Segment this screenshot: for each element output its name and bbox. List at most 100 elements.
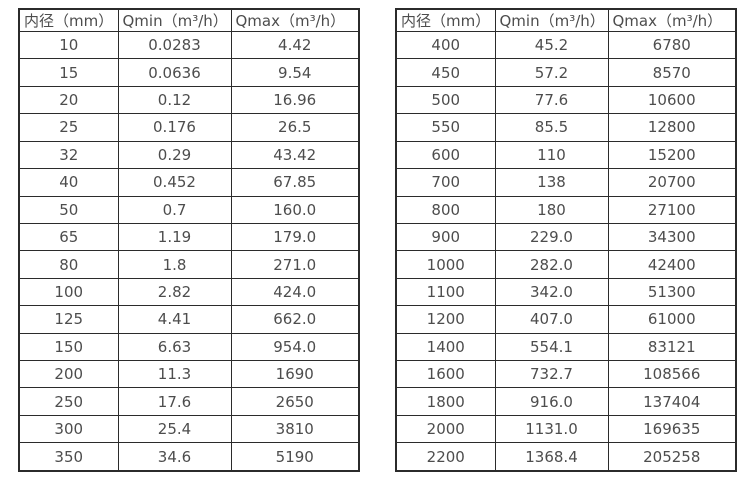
table-row: 80 1.8 271.0 [18,250,360,279]
cell-qmin: 110 [494,140,609,170]
cell-qmin: 342.0 [494,277,609,307]
flow-rate-table-left: 内径（mm） Qmin（m³/h） Qmax（m³/h） 10 0.0283 4.4… [18,8,360,472]
cell-qmin: 11.3 [117,360,232,389]
cell-qmin: 1131.0 [494,414,609,444]
cell-qmax: 3810 [230,414,360,444]
cell-qmin: 0.452 [117,168,232,197]
cell-qmax: 27100 [607,195,737,224]
table-row: 1400 554.1 83121 [395,332,737,362]
cell-diameter: 350 [18,442,119,472]
cell-qmax: 12800 [607,113,737,142]
cell-qmax: 16.96 [230,85,360,115]
table-row: 350 34.6 5190 [18,442,360,472]
cell-qmin: 25.4 [117,414,232,444]
table-row: 2200 1368.4 205258 [395,442,737,472]
table-row: 25 0.176 26.5 [18,113,360,142]
table-row: 300 25.4 3810 [18,414,360,444]
cell-qmin: 2.82 [117,277,232,307]
cell-qmax: 10600 [607,85,737,115]
table-row: 250 17.6 2650 [18,387,360,416]
cell-qmin: 138 [494,168,609,197]
cell-qmax: 51300 [607,277,737,307]
cell-qmax: 20700 [607,168,737,197]
cell-qmin: 45.2 [494,30,609,60]
cell-qmin: 229.0 [494,222,609,252]
header-qmax: Qmax（m³/h） [230,8,360,32]
table-row: 1200 407.0 61000 [395,305,737,334]
table-row: 800 180 27100 [395,195,737,224]
cell-qmax: 271.0 [230,250,360,279]
cell-qmax: 8570 [607,58,737,87]
cell-diameter: 450 [395,58,496,87]
table-row: 1600 732.7 108566 [395,360,737,389]
flow-rate-table-right: 内径（mm） Qmin（m³/h） Qmax（m³/h） 400 45.2 6780… [395,8,737,472]
cell-qmin: 1368.4 [494,442,609,472]
table-row: 1100 342.0 51300 [395,277,737,307]
cell-qmin: 554.1 [494,332,609,362]
cell-diameter: 15 [18,58,119,87]
table-row: 200 11.3 1690 [18,360,360,389]
cell-qmin: 1.19 [117,222,232,252]
cell-qmin: 34.6 [117,442,232,472]
cell-qmin: 85.5 [494,113,609,142]
cell-qmin: 1.8 [117,250,232,279]
cell-qmax: 42400 [607,250,737,279]
cell-diameter: 20 [18,85,119,115]
cell-qmax: 83121 [607,332,737,362]
cell-diameter: 125 [18,305,119,334]
tables-container: 内径（mm） Qmin（m³/h） Qmax（m³/h） 10 0.0283 4.4… [18,8,737,472]
table-row: 550 85.5 12800 [395,113,737,142]
cell-qmax: 137404 [607,387,737,416]
cell-diameter: 150 [18,332,119,362]
cell-diameter: 300 [18,414,119,444]
cell-qmax: 160.0 [230,195,360,224]
table-row: 900 229.0 34300 [395,222,737,252]
cell-qmax: 108566 [607,360,737,389]
cell-qmax: 34300 [607,222,737,252]
cell-qmax: 2650 [230,387,360,416]
table-row: 125 4.41 662.0 [18,305,360,334]
cell-qmax: 43.42 [230,140,360,170]
cell-diameter: 800 [395,195,496,224]
table-row: 32 0.29 43.42 [18,140,360,170]
header-row: 内径（mm） Qmin（m³/h） Qmax（m³/h） [395,8,737,32]
cell-qmax: 6780 [607,30,737,60]
cell-qmin: 0.0636 [117,58,232,87]
cell-diameter: 10 [18,30,119,60]
table-row: 50 0.7 160.0 [18,195,360,224]
table-row: 500 77.6 10600 [395,85,737,115]
table-row: 700 138 20700 [395,168,737,197]
table-row: 150 6.63 954.0 [18,332,360,362]
table-row: 10 0.0283 4.42 [18,30,360,60]
table-row: 100 2.82 424.0 [18,277,360,307]
cell-qmin: 407.0 [494,305,609,334]
cell-qmax: 61000 [607,305,737,334]
header-qmin: Qmin（m³/h） [494,8,609,32]
cell-diameter: 500 [395,85,496,115]
cell-diameter: 200 [18,360,119,389]
cell-qmin: 282.0 [494,250,609,279]
cell-qmax: 424.0 [230,277,360,307]
cell-qmax: 954.0 [230,332,360,362]
cell-diameter: 1400 [395,332,496,362]
table-row: 65 1.19 179.0 [18,222,360,252]
cell-qmax: 4.42 [230,30,360,60]
cell-qmin: 0.12 [117,85,232,115]
table-row: 1000 282.0 42400 [395,250,737,279]
cell-qmax: 5190 [230,442,360,472]
cell-diameter: 1600 [395,360,496,389]
cell-diameter: 400 [395,30,496,60]
cell-qmin: 732.7 [494,360,609,389]
cell-diameter: 1100 [395,277,496,307]
cell-qmin: 77.6 [494,85,609,115]
cell-diameter: 550 [395,113,496,142]
cell-qmin: 4.41 [117,305,232,334]
cell-diameter: 2200 [395,442,496,472]
cell-diameter: 50 [18,195,119,224]
cell-diameter: 25 [18,113,119,142]
table-row: 400 45.2 6780 [395,30,737,60]
header-qmax: Qmax（m³/h） [607,8,737,32]
cell-qmin: 57.2 [494,58,609,87]
cell-qmin: 6.63 [117,332,232,362]
cell-diameter: 65 [18,222,119,252]
